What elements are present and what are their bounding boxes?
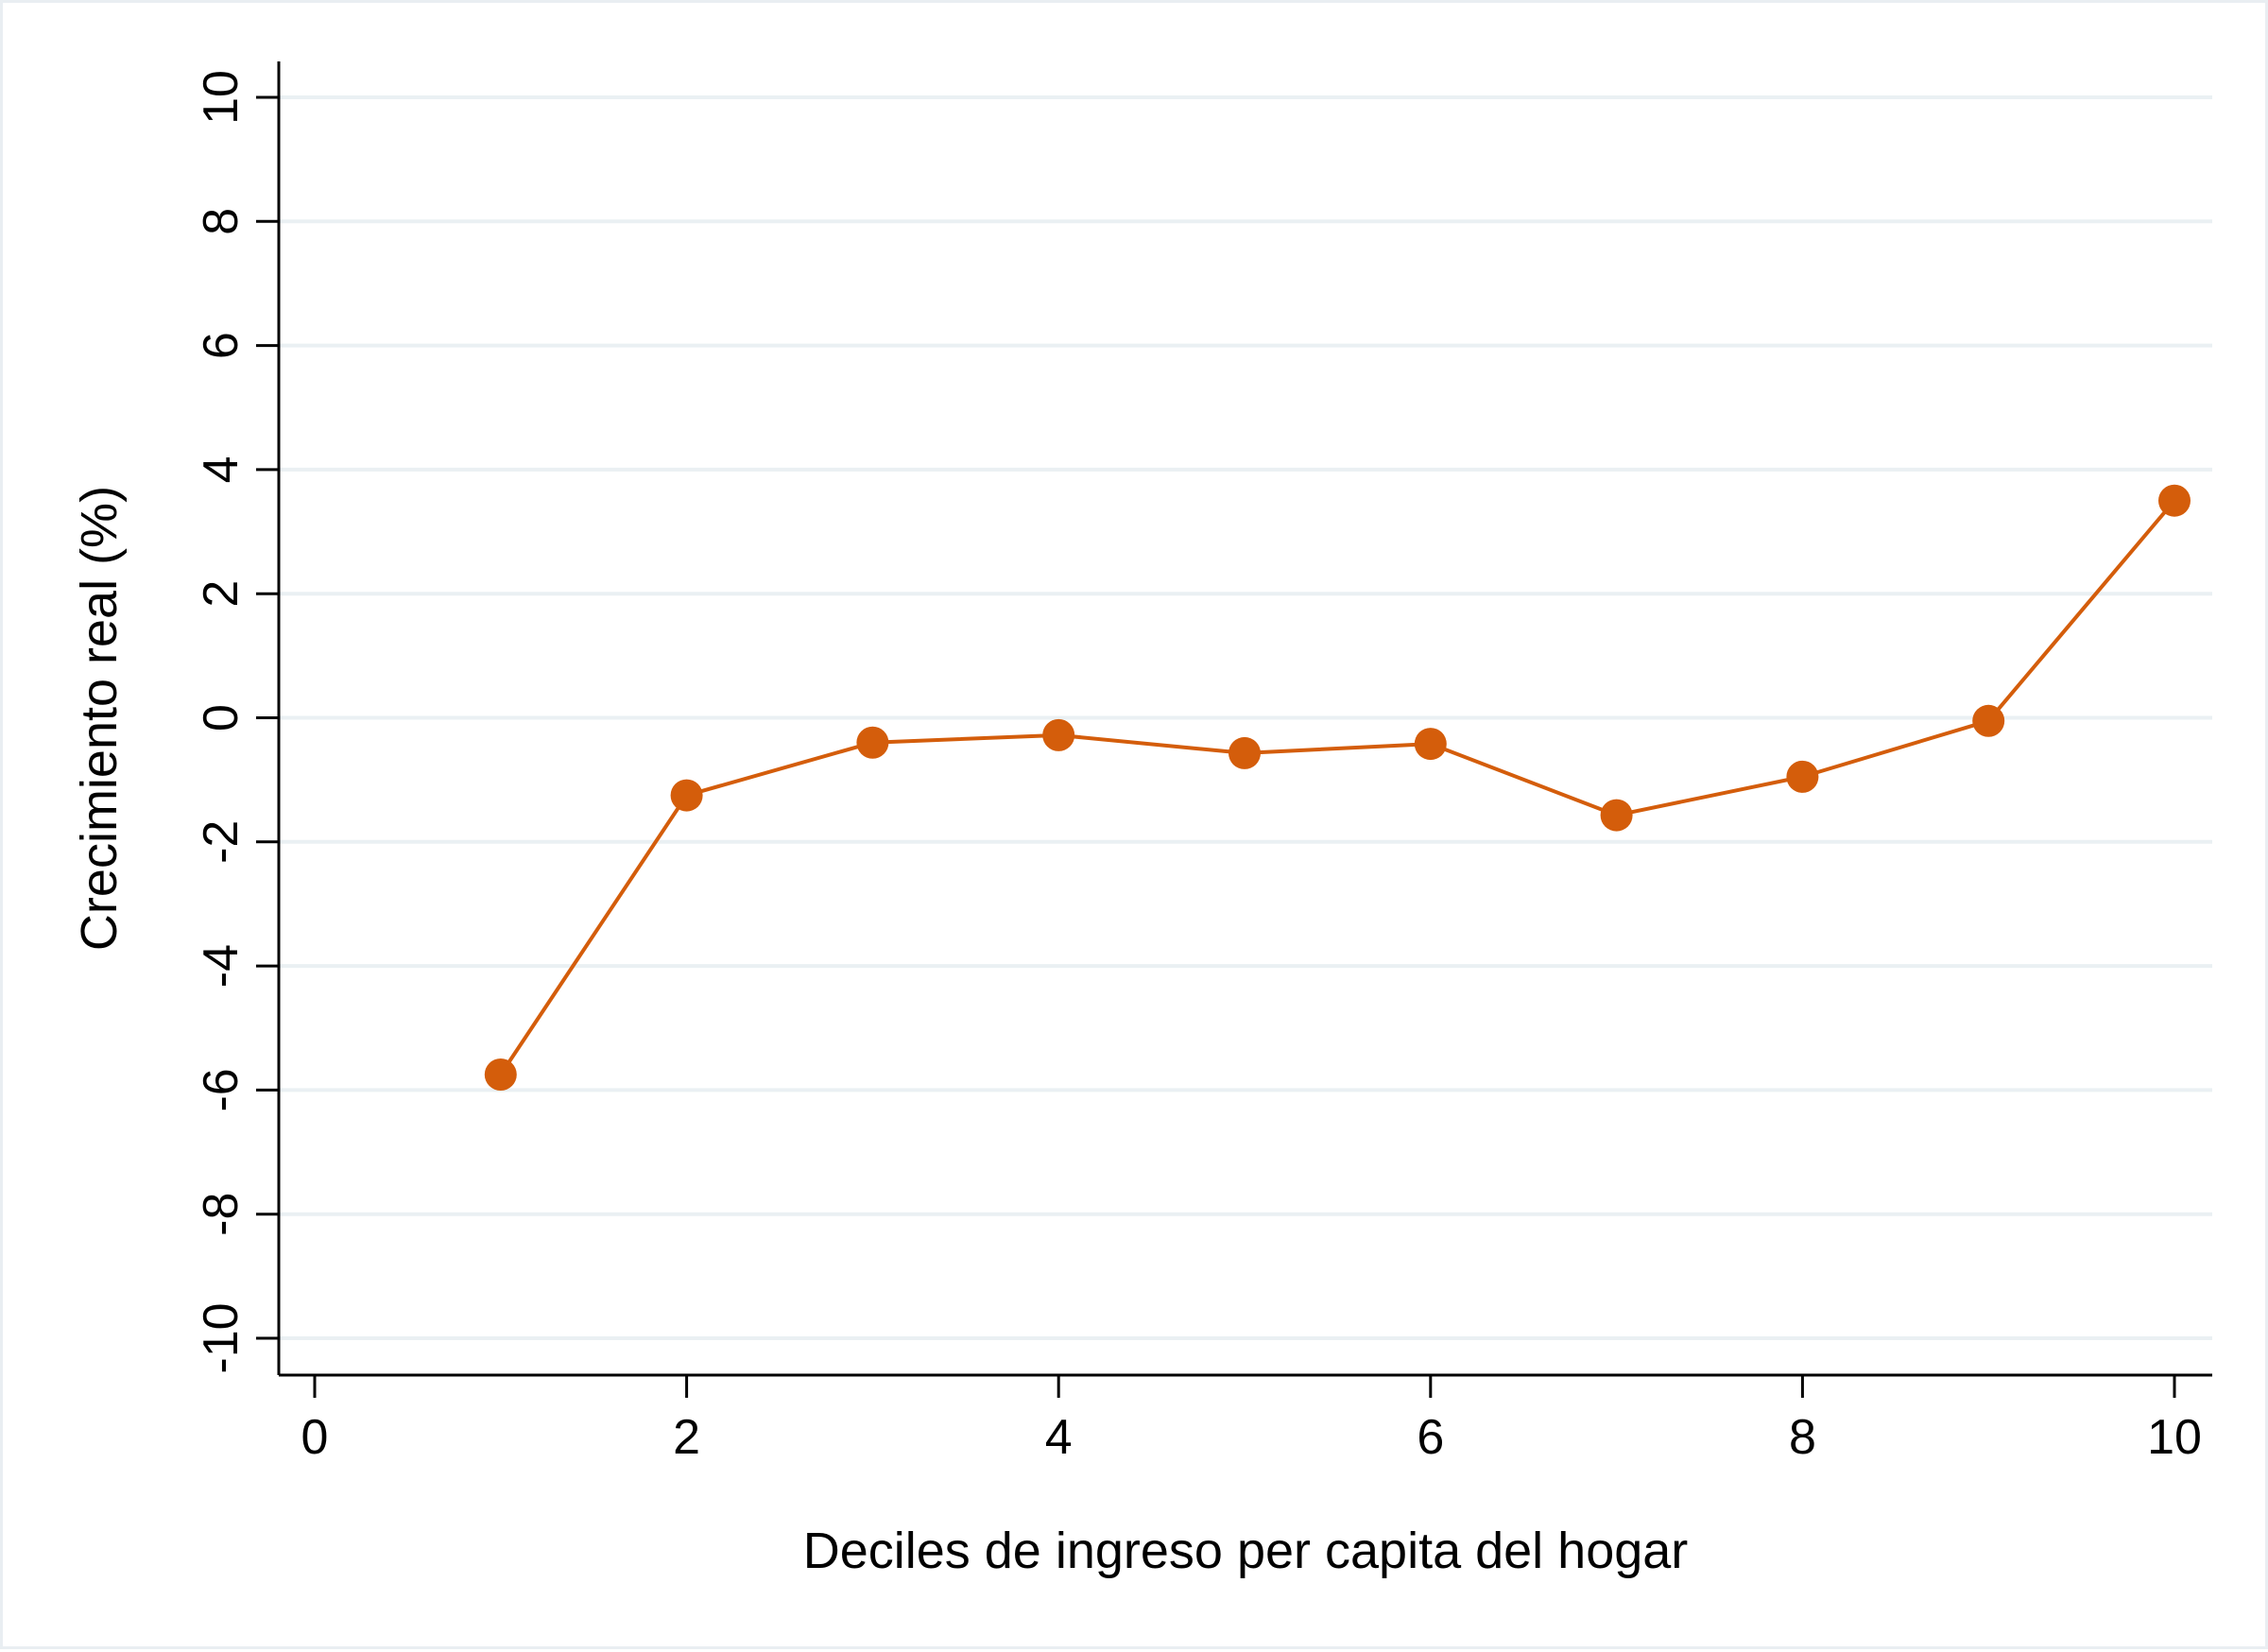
data-point-9 (1972, 704, 2005, 737)
y-tick-label-4: -2 (194, 820, 249, 864)
data-point-3 (856, 726, 889, 759)
data-point-8 (1786, 760, 1819, 793)
y-tick-label-3: -4 (194, 944, 249, 988)
data-point-10 (2158, 484, 2191, 517)
y-tick-label-5: 0 (194, 704, 249, 731)
data-point-5 (1228, 736, 1261, 769)
x-axis-title: Deciles de ingreso per capita del hogar (803, 1523, 1689, 1579)
gridlines (279, 95, 2212, 1340)
y-tick-label-2: -6 (194, 1068, 249, 1111)
y-tick-label-1: -8 (194, 1193, 249, 1236)
y-tick-label-6: 2 (194, 580, 249, 608)
y-tick-label-10: 10 (194, 70, 249, 125)
data-point-2 (670, 779, 703, 812)
y-tick-label-0: -10 (194, 1302, 249, 1373)
y-tick-label-8: 6 (194, 332, 249, 359)
x-tick-label-3: 6 (1417, 1410, 1444, 1465)
tick-labels: -10 -8 -6 -4 -2 0 2 4 6 8 10 0 2 4 6 8 10 (194, 70, 2202, 1465)
y-axis-title: Crecimiento real (%) (71, 486, 128, 951)
x-tick-label-4: 8 (1789, 1410, 1816, 1465)
x-tick-label-5: 10 (2147, 1410, 2202, 1465)
data-series (484, 484, 2191, 1091)
x-tick-label-1: 2 (673, 1410, 700, 1465)
x-tick-label-0: 0 (301, 1410, 329, 1465)
data-point-7 (1600, 799, 1633, 832)
data-point-6 (1414, 728, 1447, 761)
series-line-0 (499, 499, 2176, 1076)
axes (256, 61, 2212, 1398)
line-chart: -10 -8 -6 -4 -2 0 2 4 6 8 10 0 2 4 6 8 10 Deciles de ing… (71, 61, 2212, 1579)
data-point-4 (1042, 718, 1075, 751)
y-tick-label-9: 8 (194, 208, 249, 235)
x-tick-label-2: 4 (1045, 1410, 1073, 1465)
data-point-1 (484, 1058, 517, 1091)
y-tick-label-7: 4 (194, 456, 249, 483)
